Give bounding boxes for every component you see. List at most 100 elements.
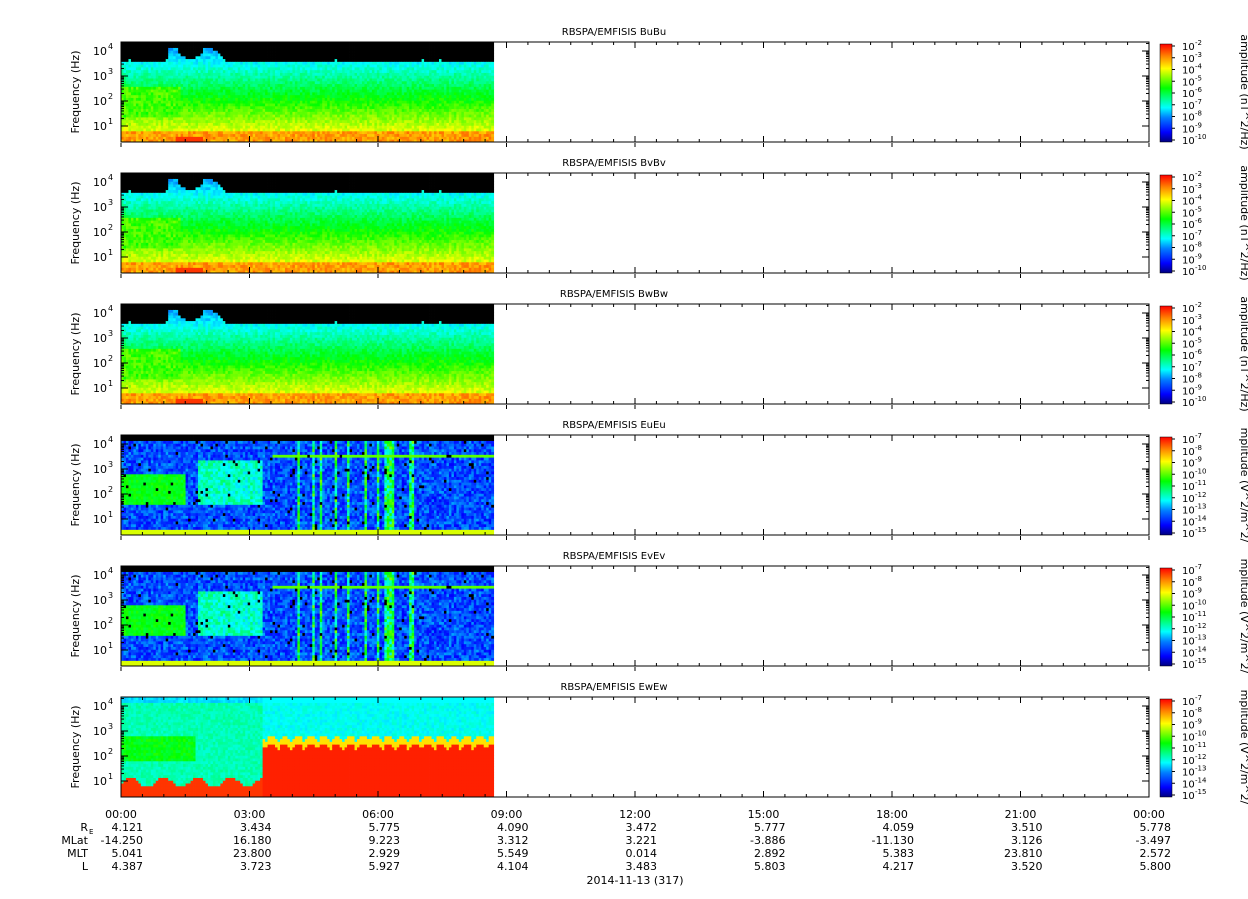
- spectrogram-cell: [128, 53, 131, 56]
- spectrogram-cell: [250, 98, 253, 101]
- spectrogram-cell: [253, 53, 256, 56]
- spectrogram-cell: [263, 75, 266, 78]
- spectrogram-cell: [141, 98, 144, 101]
- spectrogram-cell: [250, 78, 253, 81]
- spectrogram-cell: [171, 56, 174, 59]
- spectrogram-cell: [233, 89, 236, 92]
- spectrogram-cell: [201, 78, 204, 81]
- spectrogram-cell: [201, 114, 204, 117]
- spectrogram-cell: [196, 70, 199, 73]
- spectrogram-cell: [163, 123, 166, 126]
- spectrogram-cell: [138, 70, 141, 73]
- spectrogram-cell: [225, 84, 228, 87]
- spectrogram-cell: [210, 78, 213, 81]
- spectrogram-cell: [171, 59, 174, 62]
- spectrogram-cell: [201, 95, 204, 98]
- spectrogram-cell: [161, 56, 164, 59]
- spectrogram-cell: [148, 78, 151, 81]
- spectrogram-cell: [196, 92, 199, 95]
- spectrogram-cell: [161, 78, 164, 81]
- spectrogram-cell: [173, 56, 176, 59]
- spectrogram-cell: [188, 114, 191, 117]
- spectrogram-cell: [205, 48, 208, 51]
- spectrogram-cell: [148, 125, 151, 128]
- spectrogram-cell: [151, 61, 154, 64]
- spectrogram-cell: [173, 98, 176, 101]
- spectrogram-cell: [148, 98, 151, 101]
- spectrogram-cell: [191, 100, 194, 103]
- spectrogram-cell: [215, 100, 218, 103]
- spectrogram-cell: [198, 111, 201, 114]
- spectrogram-cell: [151, 100, 154, 103]
- spectrogram-cell: [166, 73, 169, 76]
- spectrogram-cell: [191, 81, 194, 84]
- spectrogram-cell: [183, 70, 186, 73]
- spectrogram-cell: [173, 136, 176, 139]
- spectrogram-cell: [188, 89, 191, 92]
- spectrogram-cell: [250, 61, 253, 64]
- spectrogram-cell: [198, 86, 201, 89]
- spectrogram-cell: [235, 92, 238, 95]
- spectrogram-cell: [156, 56, 159, 59]
- spectrogram-cell: [240, 123, 243, 126]
- spectrogram-cell: [161, 73, 164, 76]
- spectrogram-cell: [126, 81, 129, 84]
- spectrogram-cell: [235, 84, 238, 87]
- spectrogram-cell: [181, 59, 184, 62]
- spectrogram-cell: [171, 134, 174, 137]
- spectrogram-cell: [133, 92, 136, 95]
- spectrogram-cell: [203, 134, 206, 137]
- spectrogram-cell: [268, 109, 271, 112]
- spectrogram-cell: [225, 73, 228, 76]
- spectrogram-cell: [163, 114, 166, 117]
- spectrogram-cell: [173, 61, 176, 64]
- spectrogram-cell: [250, 73, 253, 76]
- spectrogram-cell: [258, 92, 261, 95]
- spectrogram-cell: [153, 123, 156, 126]
- spectrogram-cell: [151, 136, 154, 139]
- spectrogram-cell: [225, 86, 228, 89]
- spectrogram-cell: [196, 89, 199, 92]
- spectrogram-cell: [265, 59, 268, 62]
- spectrogram-cell: [228, 64, 231, 67]
- spectrogram-cell: [248, 111, 251, 114]
- spectrogram-cell: [218, 120, 221, 123]
- spectrogram-cell: [196, 67, 199, 70]
- spectrogram-cell: [213, 89, 216, 92]
- spectrogram-cell: [203, 109, 206, 112]
- spectrogram-cell: [173, 128, 176, 131]
- spectrogram-cell: [191, 111, 194, 114]
- spectrogram-cell: [166, 117, 169, 120]
- spectrogram-cell: [210, 67, 213, 70]
- spectrogram-cell: [133, 56, 136, 59]
- spectrogram-cell: [228, 123, 231, 126]
- spectrogram-cell: [233, 136, 236, 139]
- spectrogram-cell: [143, 106, 146, 109]
- spectrogram-cell: [131, 86, 134, 89]
- spectrogram-cell: [168, 134, 171, 137]
- spectrogram-cell: [178, 45, 181, 48]
- spectrogram-cell: [186, 48, 189, 51]
- spectrogram-cell: [208, 134, 211, 137]
- spectrogram-cell: [220, 70, 223, 73]
- spectrogram-cell: [208, 73, 211, 76]
- spectrogram-cell: [181, 84, 184, 87]
- spectrogram-cell: [138, 106, 141, 109]
- spectrogram-cell: [148, 134, 151, 137]
- spectrogram-cell: [128, 109, 131, 112]
- spectrogram-cell: [263, 106, 266, 109]
- spectrogram-cell: [263, 134, 266, 137]
- spectrogram-cell: [240, 109, 243, 112]
- spectrogram-cell: [151, 56, 154, 59]
- spectrogram-cell: [126, 134, 129, 137]
- spectrogram-cell: [166, 53, 169, 56]
- spectrogram-cell: [243, 89, 246, 92]
- spectrogram-cell: [228, 89, 231, 92]
- spectrogram-cell: [228, 53, 231, 56]
- spectrogram-cell: [131, 45, 134, 48]
- spectrogram-cell: [178, 73, 181, 76]
- spectrogram-cell: [201, 75, 204, 78]
- spectrogram-cell: [210, 136, 213, 139]
- spectrogram-cell: [131, 117, 134, 120]
- spectrogram-cell: [166, 86, 169, 89]
